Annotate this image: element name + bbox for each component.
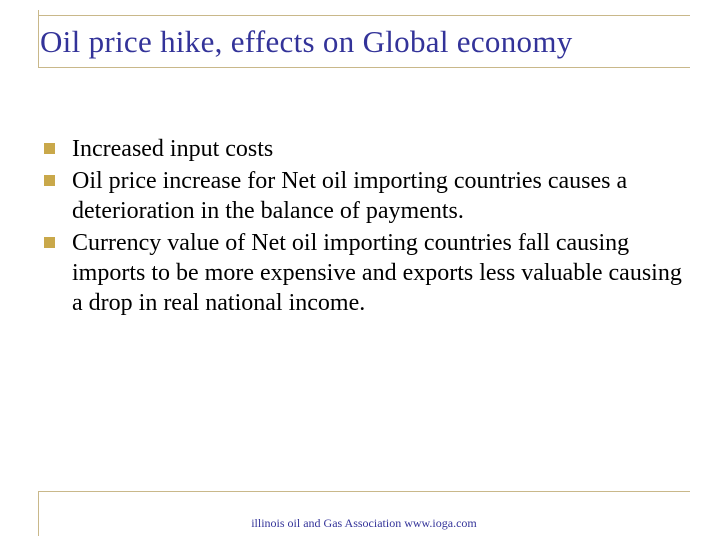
bullet-item: Oil price increase for Net oil importing… bbox=[44, 166, 684, 226]
title-underline bbox=[38, 67, 690, 68]
slide-footer: illinois oil and Gas Association www.iog… bbox=[251, 516, 477, 530]
square-bullet-icon bbox=[44, 175, 55, 186]
bullet-text: Currency value of Net oil importing coun… bbox=[72, 230, 682, 316]
top-rule bbox=[38, 15, 690, 16]
bullet-list: Increased input costs Oil price increase… bbox=[44, 134, 684, 320]
bullet-item: Currency value of Net oil importing coun… bbox=[44, 228, 684, 318]
bullet-item: Increased input costs bbox=[44, 134, 684, 164]
left-rule-bottom bbox=[38, 491, 39, 536]
square-bullet-icon bbox=[44, 143, 55, 154]
bottom-rule bbox=[38, 491, 690, 492]
left-rule-top bbox=[38, 10, 39, 67]
bullet-text: Oil price increase for Net oil importing… bbox=[72, 168, 628, 224]
bullet-text: Increased input costs bbox=[72, 136, 274, 162]
slide-title: Oil price hike, effects on Global econom… bbox=[40, 24, 573, 59]
square-bullet-icon bbox=[44, 237, 55, 248]
